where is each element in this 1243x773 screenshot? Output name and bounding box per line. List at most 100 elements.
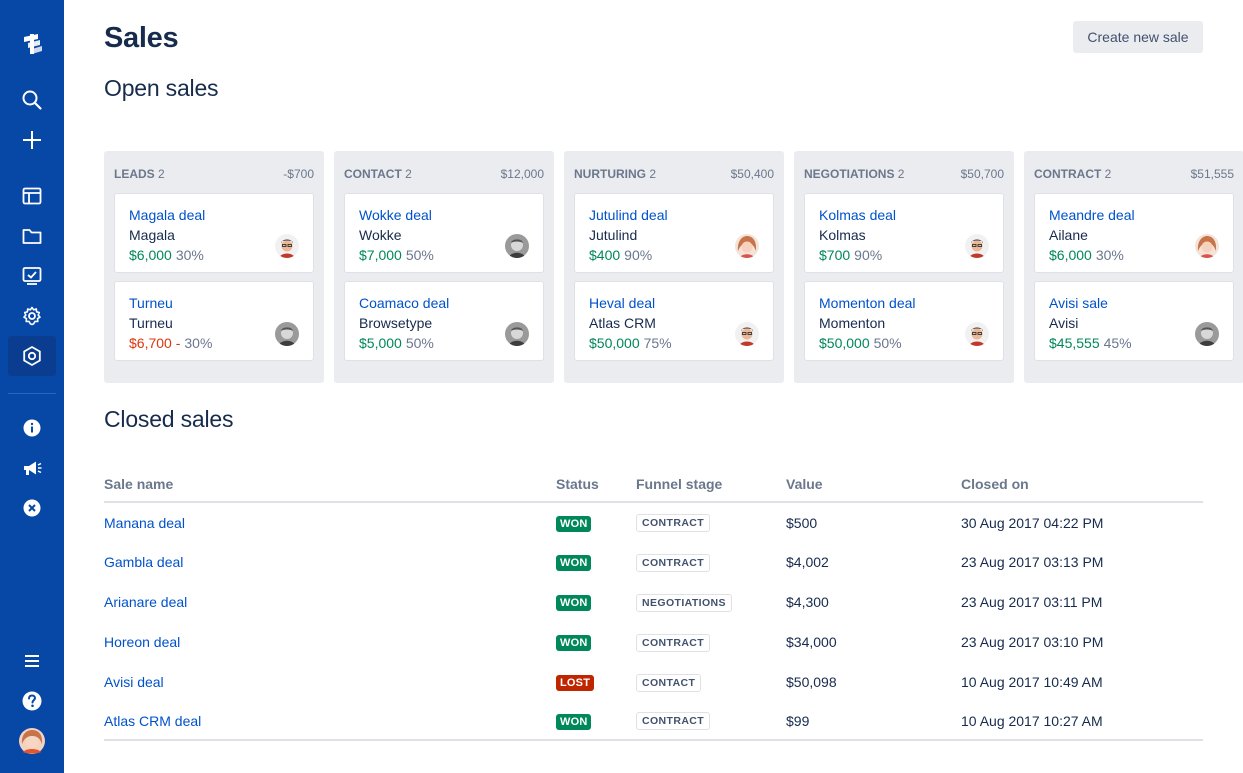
column-name: NEGOTIATIONS — [804, 167, 895, 181]
status-cell: WON — [556, 582, 636, 622]
value-cell: $4,002 — [786, 554, 829, 570]
deal-amount: $45,555 — [1049, 335, 1100, 351]
deal-amount: $7,000 — [359, 247, 402, 263]
pipeline-column-negotiations: NEGOTIATIONS 2 $50,700 Kolmas deal Kolmas $7… — [794, 151, 1014, 383]
column-total: -$700 — [283, 167, 314, 181]
deal-title-link[interactable]: Magala deal — [129, 207, 206, 223]
funnel-stage-cell: NEGOTIATIONS — [636, 582, 786, 622]
deal-amount: $400 — [589, 247, 621, 263]
deal-amount: $6,700 - — [129, 335, 181, 351]
deal-title-link[interactable]: Kolmas deal — [819, 207, 897, 223]
owner-avatar — [505, 234, 529, 258]
deal-card[interactable]: Wokke deal Wokke $7,000 50% — [344, 193, 544, 273]
deal-company: Jutulind — [589, 227, 638, 243]
help-icon[interactable] — [8, 681, 56, 721]
board-icon[interactable] — [8, 176, 56, 216]
deal-card[interactable]: Kolmas deal Kolmas $700 90% — [804, 193, 1004, 273]
table-row: Arianare deal WON NEGOTIATIONS $4,300 23 Aug… — [104, 582, 1203, 622]
column-total: $50,700 — [960, 167, 1004, 181]
deal-card[interactable]: Jutulind deal Jutulind $400 90% — [574, 193, 774, 273]
funnel-stage-cell: CONTACT — [636, 662, 786, 702]
column-count: 2 — [401, 167, 412, 181]
deal-card[interactable]: Momenton deal Momenton $50,000 50% — [804, 281, 1004, 361]
close-circle-icon[interactable] — [8, 488, 56, 528]
sale-name-link[interactable]: Manana deal — [104, 514, 185, 531]
status-cell: WON — [556, 622, 636, 662]
deal-title-link[interactable]: Coamaco deal — [359, 295, 450, 311]
info-icon[interactable] — [8, 408, 56, 448]
deal-value: $6,000 30% — [1049, 247, 1124, 263]
sale-name-link[interactable]: Atlas CRM deal — [104, 712, 202, 729]
value-cell: $50,098 — [786, 674, 837, 690]
menu-icon[interactable] — [8, 641, 56, 681]
search-icon[interactable] — [8, 80, 56, 120]
column-name: NURTURING — [574, 167, 646, 181]
deal-probability: 30% — [175, 247, 204, 263]
owner-avatar — [275, 234, 299, 258]
column-count: 2 — [894, 167, 905, 181]
status-badge: WON — [556, 713, 592, 730]
sale-name-link[interactable]: Arianare deal — [104, 594, 188, 610]
sale-name-link[interactable]: Horeon deal — [104, 634, 181, 650]
reports-icon[interactable] — [8, 256, 56, 296]
status-badge: LOST — [556, 675, 595, 691]
column-header: CONTRACT 2 $51,555 — [1034, 167, 1234, 181]
sale-name-cell: Avisi deal — [104, 662, 556, 702]
value-cell: $500 — [786, 514, 818, 531]
closed-sales-table: Sale name Status Funnel stage Value Clos… — [104, 476, 1203, 741]
status-badge: WON — [556, 595, 592, 611]
closed-on-cell: 10 Aug 2017 10:49 AM — [961, 674, 1103, 690]
deal-company: Turneu — [129, 315, 173, 331]
deal-card[interactable]: Avisi sale Avisi $45,555 45% — [1034, 281, 1234, 361]
deal-title-link[interactable]: Turneu — [129, 295, 173, 311]
create-new-sale-button[interactable]: Create new sale — [1073, 21, 1203, 53]
deal-value: $700 90% — [819, 247, 882, 263]
owner-avatar — [735, 234, 759, 258]
settings-icon[interactable] — [8, 296, 56, 336]
sale-name-link[interactable]: Avisi deal — [104, 674, 164, 690]
deal-value: $50,000 50% — [819, 335, 902, 351]
logo-icon[interactable] — [8, 24, 56, 64]
funnel-stage-cell: CONTRACT — [636, 502, 786, 542]
funnel-stage-badge: CONTRACT — [636, 514, 711, 532]
deal-title-link[interactable]: Heval deal — [589, 295, 656, 311]
status-cell: WON — [556, 502, 636, 542]
deal-value: $6,000 30% — [129, 247, 204, 263]
deal-card[interactable]: Heval deal Atlas CRM $50,000 75% — [574, 281, 774, 361]
plus-icon[interactable] — [8, 120, 56, 160]
owner-avatar — [505, 322, 529, 346]
column-header-status: Status — [556, 476, 636, 503]
deal-title-link[interactable]: Wokke deal — [359, 207, 432, 223]
deal-title-link[interactable]: Jutulind deal — [589, 207, 668, 223]
deal-title-link[interactable]: Meandre deal — [1049, 207, 1135, 223]
funnel-stage-cell: CONTRACT — [636, 702, 786, 741]
sale-name-cell: Gambla deal — [104, 542, 556, 582]
status-cell: LOST — [556, 662, 636, 702]
deal-card[interactable]: Turneu Turneu $6,700 -30% — [114, 281, 314, 361]
deal-card[interactable]: Coamaco deal Browsetype $5,000 50% — [344, 281, 544, 361]
deal-company: Kolmas — [819, 227, 866, 243]
sale-name-link[interactable]: Gambla deal — [104, 554, 184, 570]
column-count: 2 — [646, 167, 657, 181]
value-cell: $34,000 — [786, 634, 837, 650]
status-cell: WON — [556, 702, 636, 741]
sale-name-cell: Manana deal — [104, 502, 556, 542]
status-badge: WON — [556, 555, 592, 571]
deal-card[interactable]: Magala deal Magala $6,000 30% — [114, 193, 314, 273]
deal-card[interactable]: Meandre deal Ailane $6,000 30% — [1034, 193, 1234, 273]
addon-icon[interactable] — [8, 336, 56, 376]
column-total: $12,000 — [500, 167, 544, 181]
closed-sales-title: Closed sales — [104, 406, 234, 432]
deal-title-link[interactable]: Momenton deal — [819, 295, 916, 311]
column-header: NEGOTIATIONS 2 $50,700 — [804, 167, 1004, 181]
deal-company: Browsetype — [359, 315, 433, 331]
megaphone-icon[interactable] — [8, 448, 56, 488]
deal-amount: $700 — [819, 247, 851, 263]
folder-icon[interactable] — [8, 216, 56, 256]
column-header-sale-name: Sale name — [104, 476, 556, 503]
user-avatar[interactable] — [8, 721, 56, 761]
sidebar-divider — [8, 393, 56, 394]
deal-title-link[interactable]: Avisi sale — [1049, 295, 1108, 311]
column-header-value: Value — [786, 476, 961, 503]
table-row: Horeon deal WON CONTRACT $34,000 23 Aug 2017… — [104, 622, 1203, 662]
